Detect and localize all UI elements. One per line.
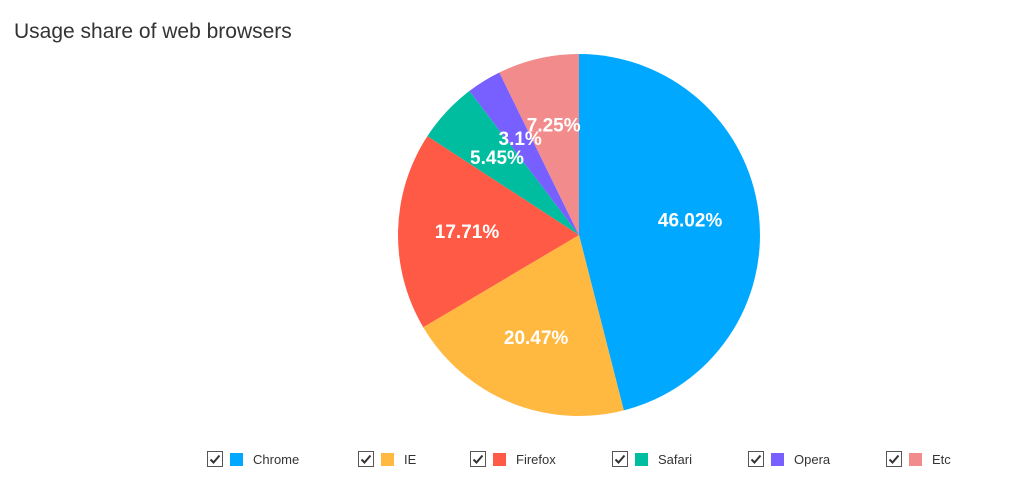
legend-swatch-safari — [635, 452, 648, 466]
legend-checkbox-chrome[interactable] — [207, 451, 223, 467]
legend-checkbox-firefox[interactable] — [470, 451, 486, 467]
legend-swatch-etc — [909, 452, 922, 466]
checkmark-icon — [614, 454, 626, 464]
slice-label-opera: 3.1% — [499, 129, 542, 150]
legend-label-safari: Safari — [658, 451, 692, 467]
pie-slice-safari[interactable] — [427, 90, 579, 235]
legend-swatch-chrome — [230, 452, 243, 466]
checkmark-icon — [472, 454, 484, 464]
legend-item-ie[interactable]: IE — [358, 451, 416, 467]
legend-item-firefox[interactable]: Firefox — [470, 451, 556, 467]
legend-swatch-firefox — [493, 452, 506, 466]
legend-item-opera[interactable]: Opera — [748, 451, 830, 467]
pie-slice-opera[interactable] — [469, 72, 579, 236]
legend-swatch-ie — [381, 452, 394, 466]
pie-slice-ie[interactable] — [423, 235, 624, 416]
pie-slice-firefox[interactable] — [397, 136, 579, 328]
legend-label-chrome: Chrome — [253, 451, 300, 467]
checkmark-icon — [360, 454, 372, 464]
legend-label-etc: Etc — [932, 451, 951, 467]
slice-label-safari: 5.45% — [470, 148, 524, 169]
pie-slices — [397, 54, 760, 416]
legend-label-firefox: Firefox — [516, 451, 556, 467]
checkmark-icon — [209, 454, 221, 464]
slice-label-etc: 7.25% — [527, 115, 581, 136]
legend-checkbox-opera[interactable] — [748, 451, 764, 467]
chart-title: Usage share of web browsers — [14, 20, 292, 43]
legend-swatch-opera — [771, 452, 784, 466]
legend-checkbox-ie[interactable] — [358, 451, 374, 467]
legend-item-safari[interactable]: Safari — [612, 451, 692, 467]
pie-slice-etc[interactable] — [499, 54, 579, 235]
legend-label-opera: Opera — [794, 451, 831, 467]
slice-label-chrome: 46.02% — [658, 211, 723, 232]
pie-labels: 46.02% 20.47% 17.71% 5.45%3.1%7.25% — [435, 115, 723, 349]
legend-checkbox-safari[interactable] — [612, 451, 628, 467]
pie-slice-chrome[interactable] — [579, 54, 760, 411]
legend-item-etc[interactable]: Etc — [886, 451, 951, 467]
slice-label-ie: 20.47% — [504, 328, 569, 349]
checkmark-icon — [750, 454, 762, 464]
legend-item-chrome[interactable]: Chrome — [207, 451, 299, 467]
checkmark-icon — [888, 454, 900, 464]
legend-label-ie: IE — [404, 451, 417, 467]
legend: Chrome IE Firefox Safari Opera Etc — [0, 451, 1036, 473]
legend-checkbox-etc[interactable] — [886, 451, 902, 467]
pie-chart: 46.02% 20.47% 17.71% 5.45%3.1%7.25% — [397, 54, 760, 416]
slice-label-firefox: 17.71% — [435, 222, 500, 243]
